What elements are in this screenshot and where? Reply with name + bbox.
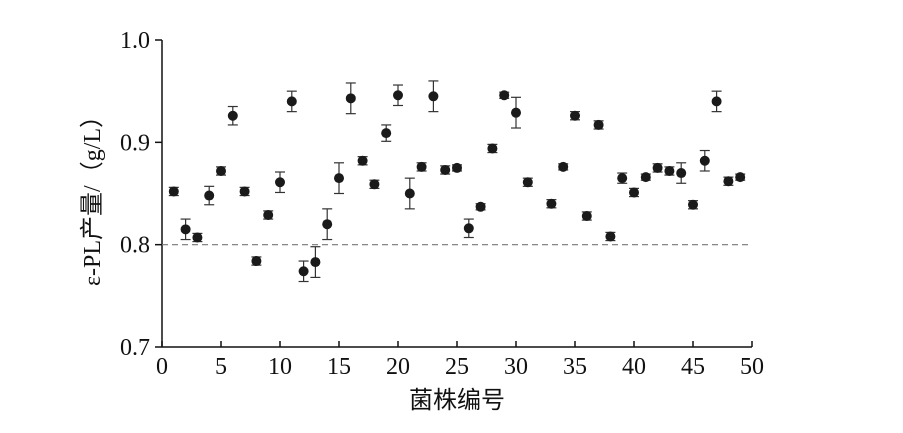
point	[463, 223, 474, 234]
point	[275, 177, 285, 188]
point	[605, 231, 616, 242]
point	[487, 143, 498, 154]
point	[381, 128, 392, 139]
point	[369, 179, 380, 190]
point	[310, 257, 321, 268]
point	[428, 91, 439, 102]
point	[699, 155, 710, 166]
x-tick-label: 0	[156, 354, 168, 380]
point	[452, 162, 462, 173]
y-tick-label: 0.9	[120, 130, 150, 156]
point	[640, 172, 651, 183]
point	[322, 219, 333, 230]
point	[227, 110, 238, 121]
point	[676, 168, 687, 179]
x-axis-label: 菌株编号	[409, 387, 505, 414]
point	[298, 266, 309, 277]
point	[522, 177, 533, 188]
x-tick-label: 45	[681, 354, 705, 380]
point	[180, 224, 191, 235]
point	[334, 173, 344, 184]
point	[711, 96, 722, 107]
point	[570, 110, 580, 121]
point	[511, 107, 521, 118]
point	[735, 172, 746, 183]
point	[286, 96, 297, 107]
point	[192, 232, 203, 243]
point	[168, 186, 179, 197]
point	[204, 190, 215, 201]
x-tick-label: 30	[504, 354, 528, 380]
y-tick-label: 1.0	[120, 28, 150, 54]
y-tick-label: 0.7	[120, 335, 150, 361]
point	[416, 161, 427, 172]
x-tick-label: 50	[740, 354, 764, 380]
point	[251, 256, 262, 267]
x-tick-label: 10	[268, 354, 292, 380]
point	[357, 155, 368, 166]
point	[546, 198, 557, 209]
x-tick-label: 5	[215, 354, 227, 380]
point	[723, 176, 734, 187]
point	[345, 93, 356, 104]
y-tick-label: 0.8	[120, 233, 150, 259]
point	[499, 90, 510, 101]
x-tick-label: 15	[327, 354, 351, 380]
point	[688, 199, 698, 210]
point	[393, 90, 403, 101]
point	[558, 161, 569, 172]
point	[629, 187, 639, 198]
point	[263, 209, 274, 220]
x-tick-label: 25	[445, 354, 469, 380]
point	[652, 162, 663, 173]
point	[404, 188, 415, 199]
point	[581, 211, 592, 222]
point	[593, 119, 604, 130]
y-axis-label: ε-PL产量/（g/L）	[79, 104, 106, 286]
x-tick-label: 20	[386, 354, 410, 380]
point	[216, 165, 226, 176]
point	[440, 164, 451, 175]
x-tick-label: 35	[563, 354, 587, 380]
point	[664, 165, 675, 176]
point	[475, 201, 486, 212]
point	[239, 186, 250, 197]
x-tick-label: 40	[622, 354, 646, 380]
point	[617, 173, 628, 184]
